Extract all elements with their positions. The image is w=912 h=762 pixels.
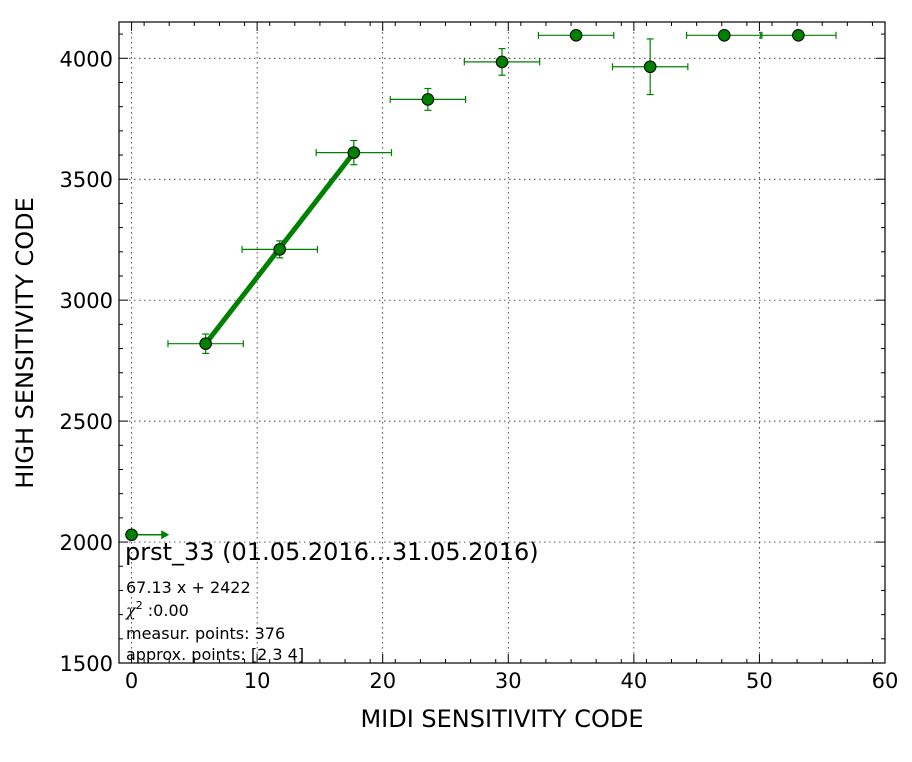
y-tick-label: 4000 xyxy=(60,47,113,71)
y-tick-label: 2000 xyxy=(60,531,113,555)
offset-arrow-head xyxy=(161,530,170,540)
y-tick-label: 2500 xyxy=(60,410,113,434)
x-axis-label: MIDI SENSITIVITY CODE xyxy=(360,705,643,733)
annotation-approx-points: approx. points: [2 3 4] xyxy=(126,645,304,664)
annotation-equation: 67.13 x + 2422 xyxy=(126,578,251,597)
data-point xyxy=(569,29,583,42)
data-point xyxy=(125,528,138,542)
x-tick-label: 20 xyxy=(369,669,396,693)
x-tick-label: 30 xyxy=(495,669,522,693)
tick-marks xyxy=(118,22,886,664)
plot-frame xyxy=(118,21,886,664)
data-point xyxy=(199,337,212,351)
x-tick-label: 10 xyxy=(244,669,271,693)
annotation-chi: χ2 :0.00 xyxy=(125,599,189,620)
tick-labels: 0 10 20 30 40 50 60 1500 2000 2500 3000 3500 4000 xyxy=(60,47,899,693)
y-tick-label: 3000 xyxy=(60,289,113,313)
x-tick-label: 60 xyxy=(872,669,899,693)
data-point xyxy=(347,146,361,159)
data-point xyxy=(495,55,509,69)
annotation-title: prst_33 (01.05.2016...31.05.2016) xyxy=(125,538,539,566)
data-point xyxy=(273,243,287,256)
chi-superscript: 2 xyxy=(136,599,143,612)
x-tick-label: 50 xyxy=(746,669,773,693)
data-point xyxy=(421,93,435,106)
x-tick-label: 0 xyxy=(125,669,138,693)
x-tick-label: 40 xyxy=(620,669,647,693)
chi-value: :0.00 xyxy=(143,601,189,620)
y-tick-label: 1500 xyxy=(60,652,113,676)
annotation-measured-points: measur. points: 376 xyxy=(126,624,285,643)
y-axis-label: HIGH SENSITIVITY CODE xyxy=(11,197,39,489)
markers xyxy=(125,29,805,542)
y-tick-label: 3500 xyxy=(60,168,113,192)
data-point xyxy=(792,29,805,42)
data-point xyxy=(643,60,657,74)
chi-symbol: χ xyxy=(125,601,137,620)
data-point xyxy=(717,29,731,42)
